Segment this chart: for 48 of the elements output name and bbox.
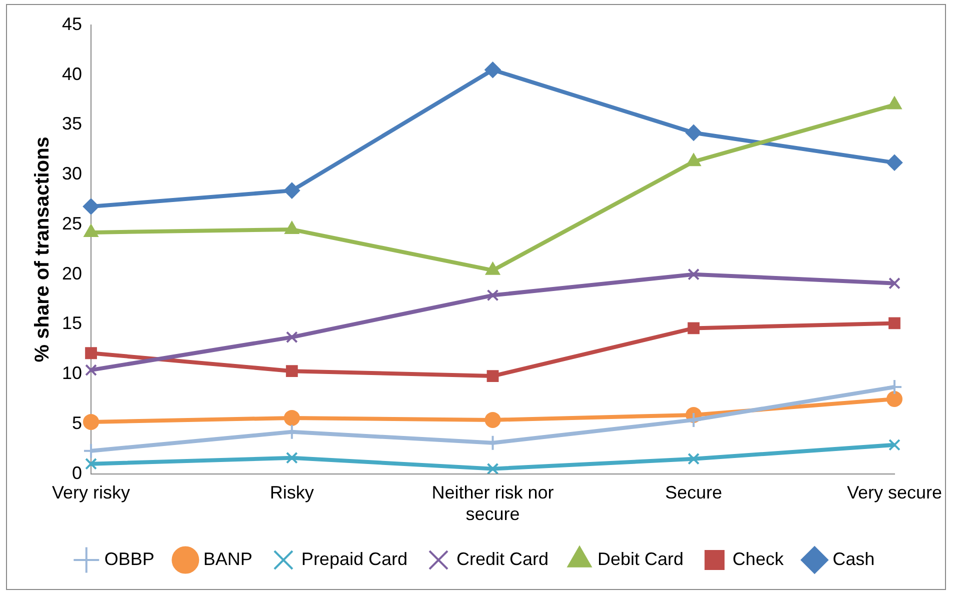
point xyxy=(484,412,501,428)
y-tick-label: 0 xyxy=(72,462,82,483)
x-tick-label: Risky xyxy=(270,482,314,503)
y-tick-label: 45 xyxy=(62,14,82,34)
legend-label: Debit Card xyxy=(598,548,684,569)
point xyxy=(688,322,700,334)
y-tick-label: 5 xyxy=(72,412,82,433)
point xyxy=(284,182,300,199)
x-tick-label: Secure xyxy=(665,482,722,503)
point xyxy=(83,198,100,215)
point xyxy=(888,277,900,290)
x-tick-label: Very risky xyxy=(52,482,130,503)
point xyxy=(486,462,499,474)
point xyxy=(688,268,700,280)
point xyxy=(486,370,499,382)
point xyxy=(686,124,702,141)
point xyxy=(284,410,300,426)
point xyxy=(688,452,700,465)
point xyxy=(286,452,298,464)
point xyxy=(83,414,100,430)
y-tick-label: 30 xyxy=(62,164,82,184)
point xyxy=(484,62,501,78)
y-tick-label: 15 xyxy=(62,313,82,334)
x-tick-label: Neither risk nor secure xyxy=(432,482,554,524)
y-tick-label: 35 xyxy=(62,114,82,134)
legend-label: Cash xyxy=(832,548,875,569)
legend-label: OBBP xyxy=(104,548,154,569)
point xyxy=(886,391,902,407)
y-tick-label: 20 xyxy=(62,263,82,284)
legend-label: Prepaid Card xyxy=(301,548,408,569)
y-tick-label: 40 xyxy=(62,64,82,84)
point xyxy=(286,365,298,378)
point xyxy=(85,347,97,360)
y-axis-title: % share of transactions xyxy=(32,136,54,362)
y-tick-label: 25 xyxy=(62,213,82,234)
legend-label: BANP xyxy=(203,548,252,569)
point xyxy=(486,289,499,302)
y-tick-label: 10 xyxy=(62,363,82,384)
point xyxy=(888,438,900,451)
x-tick-label: Very secure xyxy=(846,482,942,503)
legend-label: Credit Card xyxy=(456,548,549,569)
point xyxy=(85,458,97,470)
point xyxy=(888,317,900,330)
point xyxy=(85,364,97,376)
point xyxy=(886,379,902,396)
legend-label: Check xyxy=(732,548,785,569)
point xyxy=(286,331,298,344)
point xyxy=(886,154,902,171)
